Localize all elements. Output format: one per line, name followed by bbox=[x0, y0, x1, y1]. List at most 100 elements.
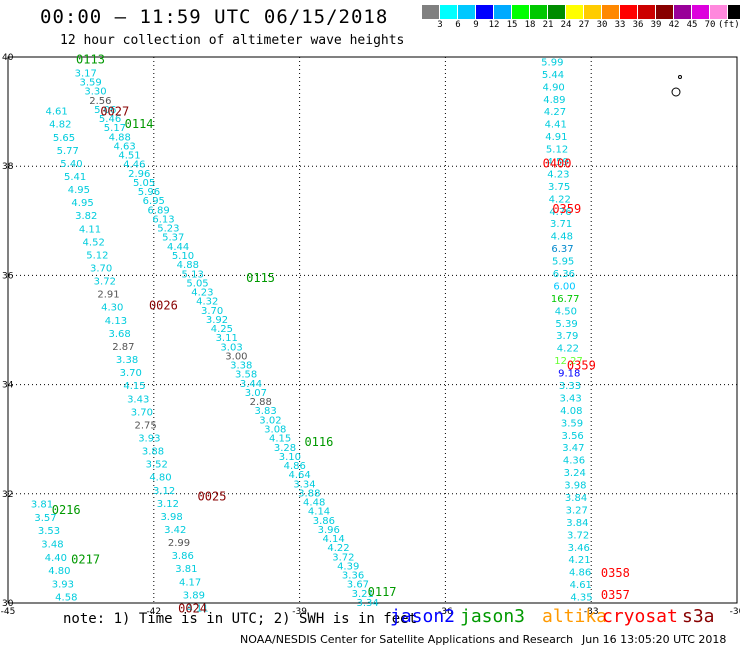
wave-height-value: 5.40 bbox=[60, 159, 82, 170]
pass-time-label: 0358 bbox=[601, 566, 630, 580]
pass-time-label: 0027 bbox=[100, 105, 129, 119]
wave-height-value: 5.17 bbox=[104, 123, 126, 134]
wave-height-value: 4.59 bbox=[547, 157, 569, 168]
wave-height-value: 5.06 bbox=[94, 105, 116, 116]
wave-height-value: 4.48 bbox=[551, 232, 573, 243]
pass-time-label: 0026 bbox=[149, 298, 178, 312]
wave-height-value: 4.32 bbox=[196, 297, 218, 308]
wave-height-value: 6.95 bbox=[143, 196, 165, 207]
scale-label: (ft) bbox=[718, 20, 740, 30]
wave-height-value: 3.17 bbox=[75, 68, 97, 79]
wave-height-value: 3.03 bbox=[220, 342, 242, 353]
wave-height-value: 3.59 bbox=[561, 418, 583, 429]
chart-subtitle: 12 hour collection of altimeter wave hei… bbox=[60, 33, 405, 48]
scale-swatch bbox=[566, 5, 584, 19]
wave-height-value: 3.72 bbox=[94, 277, 116, 288]
scale-swatch bbox=[530, 5, 548, 19]
wave-height-value: 6.89 bbox=[148, 205, 170, 216]
scale-swatch bbox=[728, 5, 740, 19]
wave-height-value: 3.93 bbox=[52, 579, 74, 590]
pass-time-label: 0357 bbox=[601, 588, 630, 602]
scale-label: 15 bbox=[506, 20, 518, 30]
wave-height-value: 4.52 bbox=[83, 237, 105, 248]
wave-height-value: 4.40 bbox=[45, 553, 67, 564]
wave-height-value: 3.89 bbox=[183, 590, 205, 601]
timestamp-text: Jun 16 13:05:20 UTC 2018 bbox=[582, 633, 727, 646]
wave-height-value: 3.70 bbox=[201, 306, 223, 317]
wave-height-value: 5.99 bbox=[541, 57, 563, 68]
wave-height-value: 3.38 bbox=[230, 361, 252, 372]
footer-note: note: 1) Time is in UTC; 2) SWH is in fe… bbox=[63, 611, 418, 627]
wave-height-value: 3.93 bbox=[138, 433, 160, 444]
scale-swatch bbox=[584, 5, 602, 19]
scale-swatch bbox=[710, 5, 728, 19]
wave-height-value: 3.72 bbox=[332, 552, 354, 563]
wave-height-value: 3.71 bbox=[550, 219, 572, 230]
wave-height-value: 5.37 bbox=[162, 233, 184, 244]
x-tick-label: -42 bbox=[146, 607, 161, 617]
wave-height-value: 4.41 bbox=[545, 120, 567, 131]
legend-s3a: s3a bbox=[682, 606, 715, 627]
wave-height-value: 4.17 bbox=[179, 577, 201, 588]
wave-height-value: 4.15 bbox=[269, 434, 291, 445]
wave-height-value: 4.27 bbox=[544, 107, 566, 118]
wave-height-value: 3.47 bbox=[562, 443, 584, 454]
wave-height-value: 3.88 bbox=[142, 447, 164, 458]
wave-height-value: 4.22 bbox=[549, 194, 571, 205]
wave-height-value: 4.46 bbox=[123, 160, 145, 171]
wave-height-value: 4.11 bbox=[186, 603, 208, 614]
y-tick-label: 40 bbox=[2, 53, 14, 63]
wave-height-value: 5.46 bbox=[99, 114, 121, 125]
wave-height-value: 2.87 bbox=[112, 342, 134, 353]
wave-height-value: 3.43 bbox=[559, 393, 581, 404]
scale-label: 36 bbox=[632, 20, 644, 30]
wave-height-value: 16.77 bbox=[551, 294, 580, 305]
wave-height-value: 3.36 bbox=[342, 571, 364, 582]
wave-height-value: 4.90 bbox=[543, 82, 565, 93]
wave-height-value: 3.02 bbox=[259, 415, 281, 426]
wave-height-value: 3.38 bbox=[116, 355, 138, 366]
legend-cryosat: cryosat bbox=[602, 606, 678, 627]
scale-swatch bbox=[494, 5, 512, 19]
wave-height-value: 5.96 bbox=[138, 187, 160, 198]
scale-swatch bbox=[440, 5, 458, 19]
wave-height-value: 6.13 bbox=[152, 214, 174, 225]
wave-height-value: 3.86 bbox=[313, 516, 335, 527]
chart-title: 00:00 – 11:59 UTC 06/15/2018 bbox=[40, 6, 389, 28]
wave-height-value: 5.41 bbox=[64, 172, 86, 183]
scale-label: 6 bbox=[455, 20, 461, 30]
pass-time-label: 0025 bbox=[198, 490, 227, 504]
wave-height-value: 5.77 bbox=[57, 146, 79, 157]
scale-swatch bbox=[674, 5, 692, 19]
wave-height-value: 4.88 bbox=[109, 132, 131, 143]
wave-height-value: 4.95 bbox=[71, 198, 93, 209]
pass-time-label: 0024 bbox=[178, 601, 207, 615]
wave-height-value: 4.86 bbox=[284, 461, 306, 472]
wave-height-value: 3.58 bbox=[235, 370, 257, 381]
wave-height-value: 4.50 bbox=[555, 306, 577, 317]
wave-height-value: 4.91 bbox=[545, 132, 567, 143]
wave-height-value: 3.12 bbox=[153, 486, 175, 497]
wave-height-value: 3.12 bbox=[157, 499, 179, 510]
scale-label: 42 bbox=[668, 20, 680, 30]
legend-jason3: jason3 bbox=[460, 606, 526, 627]
wave-height-value: 3.56 bbox=[562, 431, 584, 442]
wave-height-value: 4.63 bbox=[114, 141, 136, 152]
wave-height-value: 2.96 bbox=[128, 169, 150, 180]
wave-height-value: 3.67 bbox=[347, 580, 369, 591]
wave-height-value: 2.91 bbox=[97, 290, 119, 301]
wave-height-value: 4.61 bbox=[45, 107, 67, 118]
wave-height-value: 3.08 bbox=[264, 425, 286, 436]
scale-swatch bbox=[512, 5, 530, 19]
wave-height-value: 3.10 bbox=[279, 452, 301, 463]
wave-height-value: 4.14 bbox=[322, 534, 344, 545]
wave-height-value: 4.08 bbox=[560, 406, 582, 417]
scale-swatch bbox=[692, 5, 710, 19]
legend-jason2: jason2 bbox=[390, 606, 456, 627]
x-tick-label: -36 bbox=[438, 607, 453, 617]
wave-height-value: 4.13 bbox=[105, 316, 127, 327]
wave-height-value: 4.14 bbox=[308, 507, 330, 518]
scale-swatch bbox=[620, 5, 638, 19]
y-tick-label: 36 bbox=[2, 271, 14, 281]
wave-height-value: 4.80 bbox=[149, 473, 171, 484]
